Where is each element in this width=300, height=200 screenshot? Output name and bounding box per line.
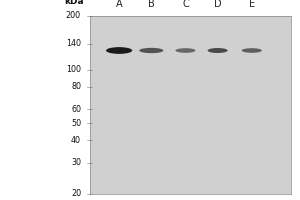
Ellipse shape <box>106 47 132 54</box>
Text: 50: 50 <box>71 119 81 128</box>
Text: B: B <box>148 0 155 9</box>
Text: A: A <box>116 0 122 9</box>
Text: C: C <box>182 0 189 9</box>
Ellipse shape <box>139 48 164 53</box>
Text: 140: 140 <box>66 39 81 48</box>
Ellipse shape <box>176 48 196 53</box>
Text: kDa: kDa <box>64 0 84 6</box>
Text: E: E <box>249 0 255 9</box>
Ellipse shape <box>208 48 228 53</box>
Text: D: D <box>214 0 221 9</box>
Text: 60: 60 <box>71 105 81 114</box>
Text: 100: 100 <box>66 65 81 74</box>
Ellipse shape <box>242 48 262 53</box>
Text: 200: 200 <box>66 11 81 21</box>
Text: 20: 20 <box>71 190 81 198</box>
Text: 30: 30 <box>71 158 81 167</box>
Text: 40: 40 <box>71 136 81 145</box>
Text: 80: 80 <box>71 82 81 91</box>
